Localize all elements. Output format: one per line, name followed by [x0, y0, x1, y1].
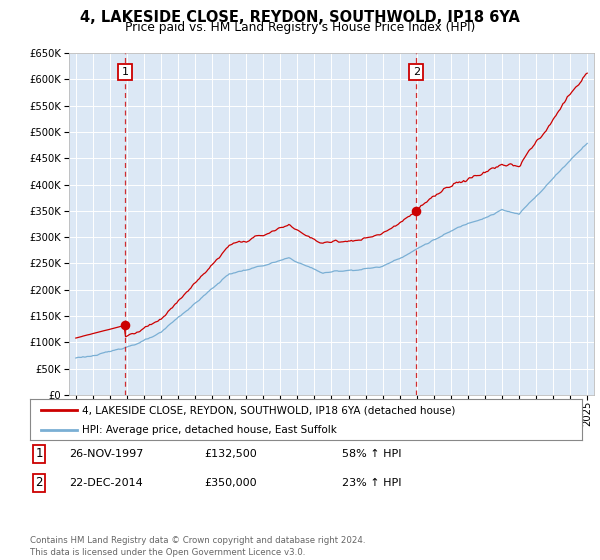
Text: Contains HM Land Registry data © Crown copyright and database right 2024.
This d: Contains HM Land Registry data © Crown c… — [30, 536, 365, 557]
Text: £132,500: £132,500 — [204, 449, 257, 459]
Text: 22-DEC-2014: 22-DEC-2014 — [69, 478, 143, 488]
Text: Price paid vs. HM Land Registry's House Price Index (HPI): Price paid vs. HM Land Registry's House … — [125, 21, 475, 34]
Text: 26-NOV-1997: 26-NOV-1997 — [69, 449, 143, 459]
Text: 2: 2 — [413, 67, 420, 77]
Text: £350,000: £350,000 — [204, 478, 257, 488]
Point — [412, 207, 421, 216]
Text: 4, LAKESIDE CLOSE, REYDON, SOUTHWOLD, IP18 6YA: 4, LAKESIDE CLOSE, REYDON, SOUTHWOLD, IP… — [80, 10, 520, 25]
Point — [121, 321, 130, 330]
Text: 2: 2 — [35, 476, 43, 489]
Text: 58% ↑ HPI: 58% ↑ HPI — [342, 449, 401, 459]
Text: 1: 1 — [122, 67, 129, 77]
Text: 23% ↑ HPI: 23% ↑ HPI — [342, 478, 401, 488]
Text: 4, LAKESIDE CLOSE, REYDON, SOUTHWOLD, IP18 6YA (detached house): 4, LAKESIDE CLOSE, REYDON, SOUTHWOLD, IP… — [82, 405, 456, 415]
Text: 1: 1 — [35, 447, 43, 460]
Text: HPI: Average price, detached house, East Suffolk: HPI: Average price, detached house, East… — [82, 424, 337, 435]
